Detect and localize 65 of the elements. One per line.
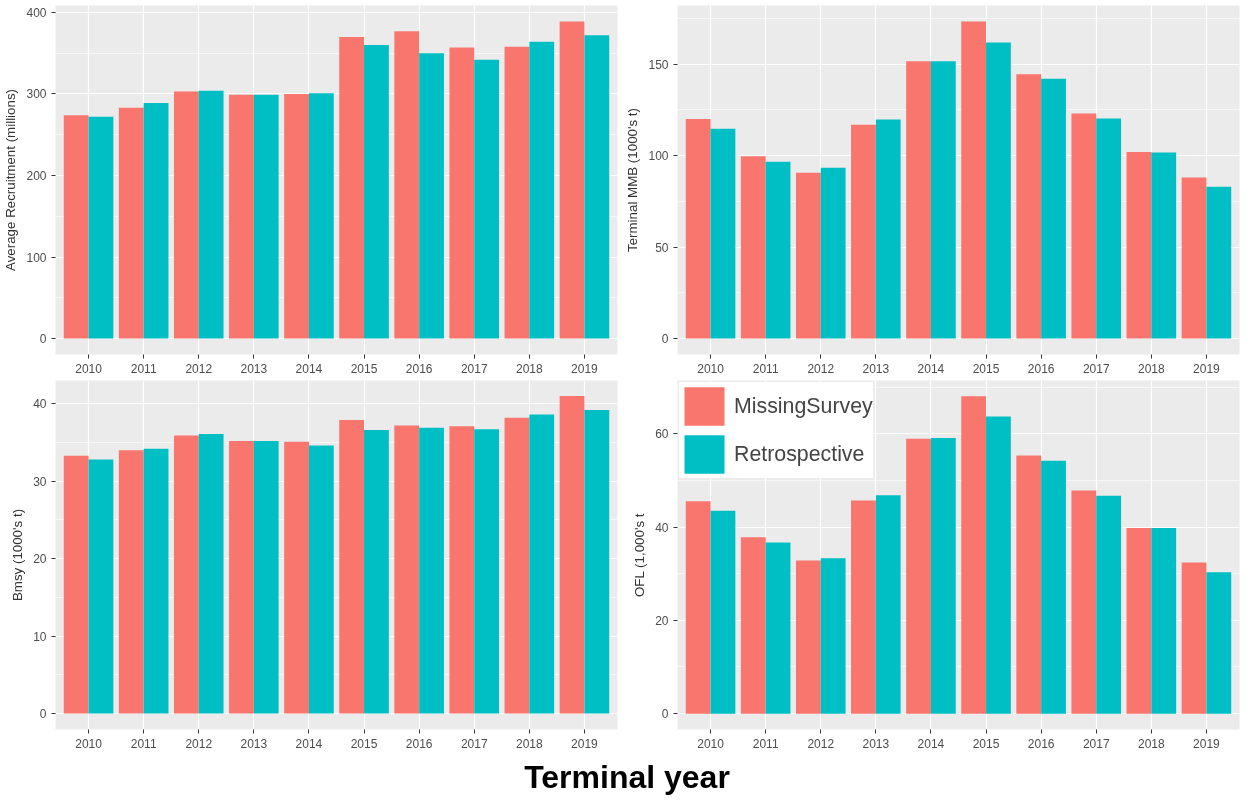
y-tick-label: 0 bbox=[39, 707, 47, 722]
x-tick-label: 2015 bbox=[350, 361, 378, 376]
x-tick-label: 2017 bbox=[1082, 736, 1110, 751]
x-tick-label: 2013 bbox=[240, 361, 268, 376]
x-tick-label: 2010 bbox=[75, 736, 103, 751]
y-tick-label: 60 bbox=[655, 427, 669, 442]
y-tick-label: 20 bbox=[655, 613, 669, 628]
x-tick-label: 2013 bbox=[862, 361, 890, 376]
x-tick-label: 2018 bbox=[1138, 361, 1166, 376]
x-tick-label: 2013 bbox=[862, 736, 890, 751]
x-tick-label: 2015 bbox=[972, 736, 1000, 751]
x-tick-label: 2012 bbox=[185, 736, 213, 751]
x-tick-label: 2016 bbox=[405, 361, 433, 376]
x-tick-label: 2014 bbox=[917, 736, 945, 751]
x-tick-label: 2011 bbox=[752, 736, 779, 751]
legend-label: MissingSurvey bbox=[734, 392, 873, 420]
x-tick-label: 2013 bbox=[240, 736, 268, 751]
legend-label: Retrospective bbox=[734, 440, 865, 468]
y-axis-title: OFL (1,000's t bbox=[632, 513, 648, 598]
x-tick-label: 2010 bbox=[75, 361, 103, 376]
x-tick-label: 2016 bbox=[405, 736, 433, 751]
x-tick-label: 2019 bbox=[571, 361, 599, 376]
x-tick-label: 2017 bbox=[460, 361, 488, 376]
y-tick-label: 150 bbox=[648, 57, 669, 72]
x-tick-label: 2011 bbox=[130, 736, 157, 751]
y-tick-label: 100 bbox=[26, 250, 47, 265]
y-tick-label: 0 bbox=[661, 332, 669, 347]
x-tick-label: 2018 bbox=[516, 361, 544, 376]
y-tick-label: 40 bbox=[33, 397, 47, 412]
x-tick-label: 2011 bbox=[130, 361, 157, 376]
y-tick-label: 400 bbox=[26, 5, 47, 20]
y-tick-label: 300 bbox=[26, 87, 47, 102]
x-tick-label: 2014 bbox=[917, 361, 945, 376]
x-tick-label: 2014 bbox=[295, 361, 323, 376]
x-axis-title: Terminal year bbox=[524, 758, 730, 797]
y-axis-title: Bmsy (1000's t) bbox=[10, 508, 26, 602]
y-tick-label: 30 bbox=[33, 474, 47, 489]
x-tick-label: 2014 bbox=[295, 736, 323, 751]
x-tick-label: 2019 bbox=[1193, 361, 1221, 376]
y-tick-label: 200 bbox=[26, 169, 47, 184]
x-tick-label: 2019 bbox=[571, 736, 599, 751]
x-tick-label: 2018 bbox=[1138, 736, 1166, 751]
x-tick-label: 2010 bbox=[697, 361, 725, 376]
x-tick-label: 2016 bbox=[1027, 361, 1055, 376]
y-axis-title: Average Recruitment (millions) bbox=[3, 89, 19, 271]
y-tick-label: 100 bbox=[648, 149, 669, 164]
x-tick-label: 2012 bbox=[807, 361, 835, 376]
x-tick-label: 2015 bbox=[972, 361, 1000, 376]
x-tick-label: 2017 bbox=[1082, 361, 1110, 376]
x-tick-label: 2011 bbox=[752, 361, 779, 376]
y-tick-label: 20 bbox=[33, 552, 47, 567]
y-axis-title: Terminal MMB (1000's t) bbox=[625, 107, 641, 252]
x-tick-label: 2019 bbox=[1193, 736, 1221, 751]
x-tick-label: 2012 bbox=[185, 361, 213, 376]
y-tick-label: 50 bbox=[655, 240, 669, 255]
y-tick-label: 0 bbox=[661, 707, 669, 722]
x-tick-label: 2016 bbox=[1027, 736, 1055, 751]
x-tick-label: 2017 bbox=[460, 736, 488, 751]
x-tick-label: 2010 bbox=[697, 736, 725, 751]
x-tick-label: 2012 bbox=[807, 736, 835, 751]
y-tick-label: 0 bbox=[39, 332, 47, 347]
y-tick-label: 10 bbox=[33, 629, 47, 644]
y-tick-label: 40 bbox=[655, 520, 669, 535]
x-tick-label: 2015 bbox=[350, 736, 378, 751]
x-tick-label: 2018 bbox=[516, 736, 544, 751]
